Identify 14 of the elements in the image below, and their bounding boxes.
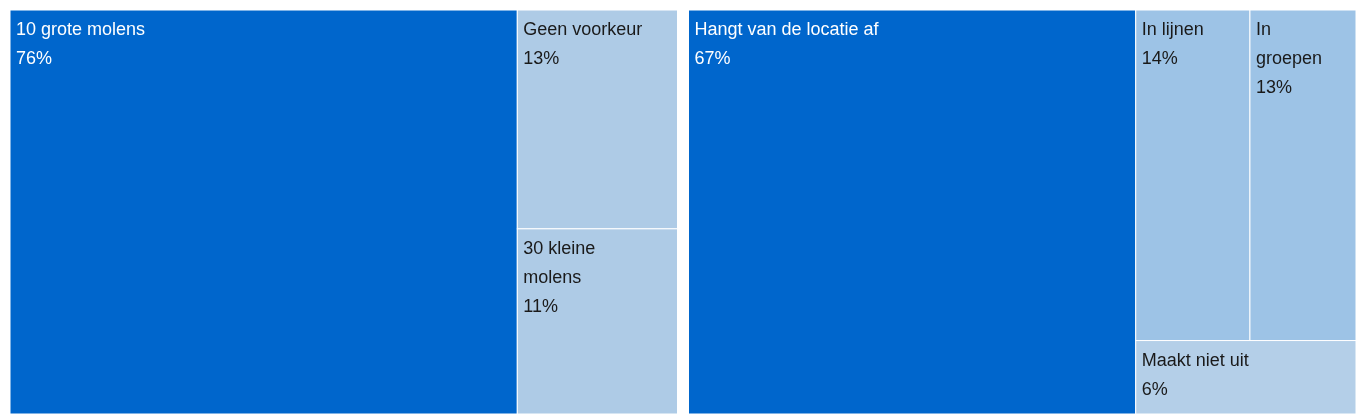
data-label: 13%: [523, 48, 560, 68]
data-label: 6%: [1141, 378, 1168, 399]
data-label: 11%: [523, 295, 558, 316]
data-label: 67%: [694, 48, 731, 68]
category-label: Geen voorkeur: [523, 19, 643, 39]
data-label: 76%: [16, 48, 53, 68]
category-label: 30 kleine molens: [523, 237, 596, 287]
category-label: In lijnen: [1141, 19, 1204, 39]
data-label: 13%: [1255, 77, 1292, 97]
category-label: 10 grote molens: [16, 19, 146, 39]
category-label: Hangt van de locatie af: [694, 19, 880, 39]
category-label: Maakt niet uit: [1141, 349, 1249, 370]
category-label: In groepen: [1255, 19, 1322, 68]
data-label: 14%: [1141, 48, 1178, 68]
